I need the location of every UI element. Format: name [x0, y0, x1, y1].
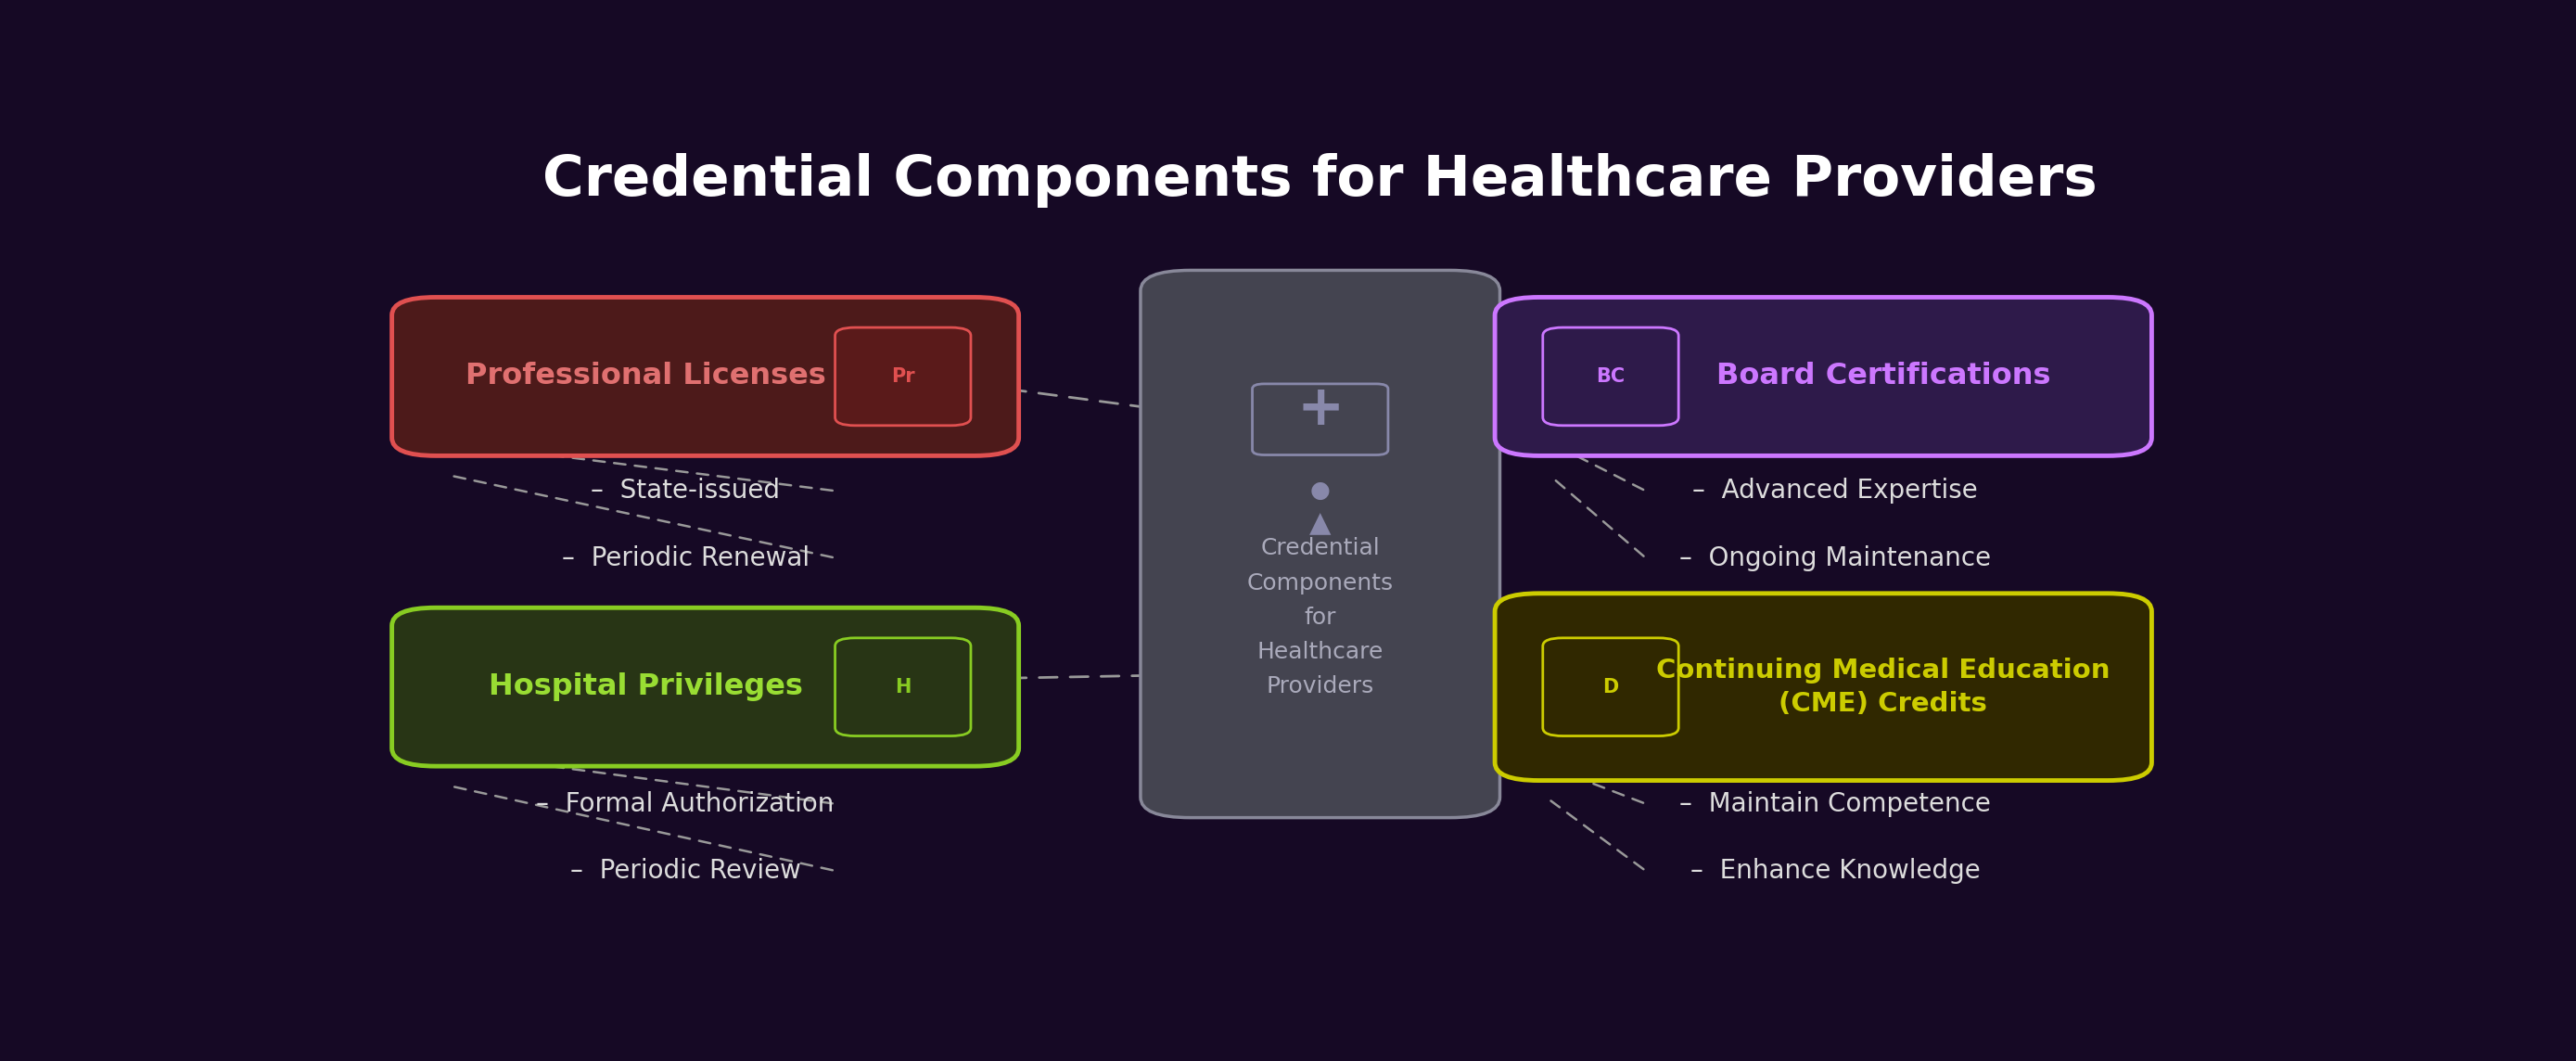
Text: ●: ● — [1311, 480, 1329, 502]
Text: Board Certifications: Board Certifications — [1716, 362, 2050, 390]
Text: Credential Components for Healthcare Providers: Credential Components for Healthcare Pro… — [544, 153, 2097, 208]
Text: Continuing Medical Education
(CME) Credits: Continuing Medical Education (CME) Credi… — [1656, 658, 2110, 716]
FancyBboxPatch shape — [1543, 328, 1680, 425]
FancyBboxPatch shape — [392, 297, 1018, 456]
Text: –  Periodic Renewal: – Periodic Renewal — [562, 545, 809, 571]
Text: –  Enhance Knowledge: – Enhance Knowledge — [1690, 857, 1981, 884]
FancyBboxPatch shape — [835, 638, 971, 736]
Text: H: H — [894, 678, 912, 696]
Text: –  Periodic Review: – Periodic Review — [569, 857, 801, 884]
Text: ▲: ▲ — [1309, 510, 1332, 537]
Text: +: + — [1296, 382, 1345, 436]
FancyBboxPatch shape — [1494, 593, 2151, 781]
Text: –  Formal Authorization: – Formal Authorization — [536, 790, 835, 817]
Text: BC: BC — [1597, 367, 1625, 386]
FancyBboxPatch shape — [1494, 297, 2151, 456]
FancyBboxPatch shape — [1141, 271, 1499, 818]
Text: –  Maintain Competence: – Maintain Competence — [1680, 790, 1991, 817]
FancyBboxPatch shape — [1543, 638, 1680, 736]
Text: –  State-issued: – State-issued — [590, 477, 781, 504]
Text: D: D — [1602, 678, 1618, 696]
Text: Professional Licenses: Professional Licenses — [466, 362, 827, 390]
Text: Pr: Pr — [891, 367, 914, 386]
Text: –  Advanced Expertise: – Advanced Expertise — [1692, 477, 1978, 504]
Text: –  Ongoing Maintenance: – Ongoing Maintenance — [1680, 545, 1991, 571]
Text: Hospital Privileges: Hospital Privileges — [489, 673, 804, 701]
FancyBboxPatch shape — [835, 328, 971, 425]
FancyBboxPatch shape — [392, 608, 1018, 766]
Text: Credential
Components
for
Healthcare
Providers: Credential Components for Healthcare Pro… — [1247, 537, 1394, 698]
